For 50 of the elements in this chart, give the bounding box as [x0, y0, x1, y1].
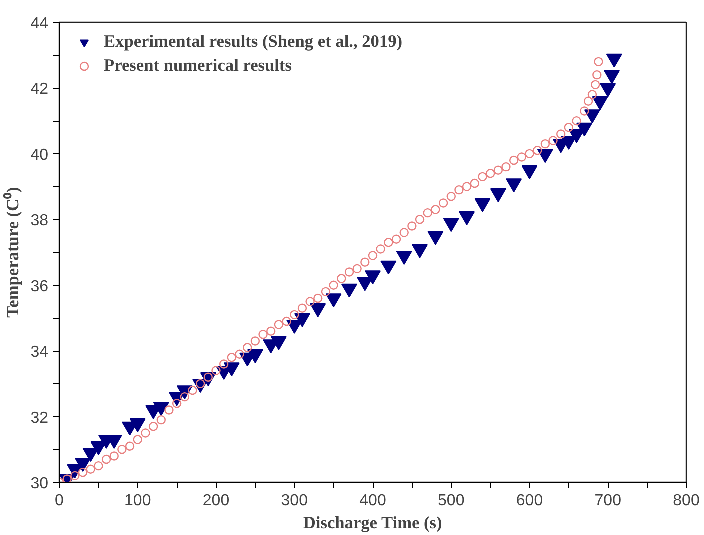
point: [428, 231, 444, 246]
point: [576, 122, 593, 137]
point: [459, 212, 476, 226]
x-tick-label: 400: [360, 492, 386, 510]
point: [584, 110, 600, 124]
point: [130, 418, 146, 433]
point: [365, 270, 381, 285]
x-tick-label: 300: [281, 492, 308, 510]
point: [537, 149, 554, 164]
x-tick-label: 100: [124, 492, 152, 510]
point: [224, 362, 240, 377]
y-tick-label: 34: [30, 344, 49, 362]
point: [443, 218, 460, 232]
point: [396, 250, 412, 265]
y-axis-title: Temperature (C⁰): [2, 186, 23, 318]
legend-label: Present numerical results: [104, 56, 292, 76]
y-tick-label: 44: [30, 16, 49, 32]
x-tick-label: 200: [202, 492, 230, 510]
point: [153, 402, 170, 416]
x-tick-label: 700: [594, 492, 622, 510]
point: [522, 166, 538, 180]
y-tick-label: 36: [30, 278, 49, 296]
point: [474, 198, 491, 212]
y-tick-label: 30: [30, 476, 49, 492]
point: [247, 350, 264, 364]
legend-label: Experimental results (Sheng et al., 2019): [104, 32, 403, 52]
x-axis-title: Discharge Time (s): [303, 514, 443, 532]
point: [341, 284, 358, 298]
point: [75, 458, 92, 472]
y-tick-label: 42: [30, 81, 49, 98]
point: [270, 336, 287, 350]
x-tick-label: 800: [673, 492, 700, 510]
point: [600, 83, 616, 98]
x-tick-label: 600: [516, 492, 544, 510]
point: [604, 70, 620, 84]
point: [326, 294, 342, 308]
x-tick-label: 0: [55, 492, 64, 510]
y-tick-label: 40: [30, 146, 49, 164]
y-tick-label: 32: [30, 410, 49, 427]
point: [380, 260, 397, 275]
point: [490, 188, 506, 203]
point: [506, 178, 522, 193]
point: [592, 96, 608, 111]
point: [82, 448, 99, 462]
x-tick-label: 500: [438, 492, 465, 510]
point: [294, 313, 310, 328]
point: [606, 54, 622, 68]
y-tick-label: 38: [30, 212, 49, 230]
point: [412, 244, 428, 258]
point: [310, 304, 326, 318]
